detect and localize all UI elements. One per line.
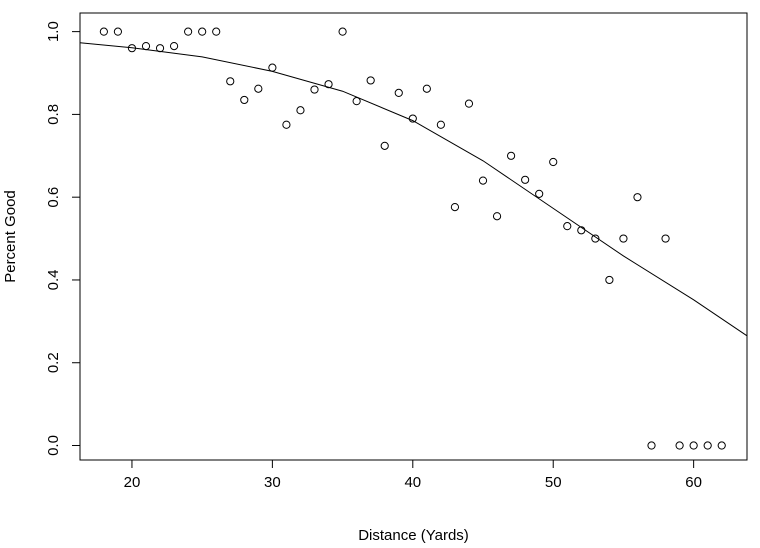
data-point — [647, 441, 656, 450]
data-point — [535, 189, 544, 198]
data-point — [268, 63, 277, 72]
data-point — [422, 84, 431, 93]
data-point — [478, 176, 488, 185]
y-tick-label: 0.4 — [45, 270, 62, 291]
y-tick-label: 0.0 — [45, 435, 62, 456]
y-tick-label: 1.0 — [45, 21, 62, 42]
data-point — [169, 42, 179, 51]
data-point — [338, 27, 347, 36]
data-point — [675, 441, 684, 450]
y-axis-ticks: 0.0 0.2 0.4 0.6 0.8 1.0 — [45, 21, 80, 456]
y-tick-label: 0.6 — [45, 187, 62, 208]
x-axis-ticks: 20 30 40 50 60 — [124, 460, 702, 491]
data-point — [633, 193, 642, 202]
data-point — [521, 175, 530, 184]
x-tick-label: 20 — [124, 474, 141, 491]
y-tick-label: 0.8 — [45, 104, 62, 125]
data-point — [226, 77, 235, 86]
data-point — [450, 203, 460, 212]
data-point — [352, 97, 361, 106]
data-point — [282, 120, 291, 129]
data-point — [324, 80, 333, 89]
data-point — [113, 27, 123, 36]
data-point — [99, 27, 108, 36]
data-point — [310, 85, 319, 94]
data-point — [240, 95, 249, 105]
data-point — [127, 44, 137, 53]
fit-curve — [79, 42, 748, 337]
data-point — [198, 27, 207, 36]
x-tick-label: 60 — [685, 474, 702, 491]
data-point — [436, 120, 445, 129]
x-tick-label: 30 — [264, 474, 281, 491]
x-axis-label: Distance (Yards) — [358, 527, 469, 544]
plot-frame — [79, 12, 748, 461]
data-point — [577, 226, 586, 235]
y-tick-label: 0.2 — [45, 352, 62, 373]
data-point — [296, 106, 305, 115]
data-point — [141, 42, 151, 51]
data-point — [212, 27, 221, 36]
data-point — [549, 157, 558, 167]
data-point — [717, 441, 726, 450]
data-point — [591, 234, 600, 243]
data-point — [619, 234, 628, 243]
x-tick-label: 40 — [404, 474, 421, 491]
data-point — [506, 151, 516, 160]
y-axis-label: Percent Good — [2, 190, 19, 283]
data-point — [155, 44, 165, 53]
data-point — [492, 212, 502, 221]
data-point — [605, 275, 614, 285]
data-point — [380, 141, 389, 150]
data-point — [408, 114, 417, 123]
data-point — [703, 441, 712, 450]
data-point — [394, 88, 403, 97]
x-tick-label: 50 — [545, 474, 562, 491]
data-point — [563, 222, 572, 231]
data-point — [689, 441, 698, 450]
data-point — [184, 27, 193, 36]
data-point — [464, 99, 474, 108]
plot-layer — [79, 27, 748, 450]
data-point — [366, 76, 375, 85]
data-point — [254, 84, 263, 93]
data-point — [661, 234, 670, 243]
